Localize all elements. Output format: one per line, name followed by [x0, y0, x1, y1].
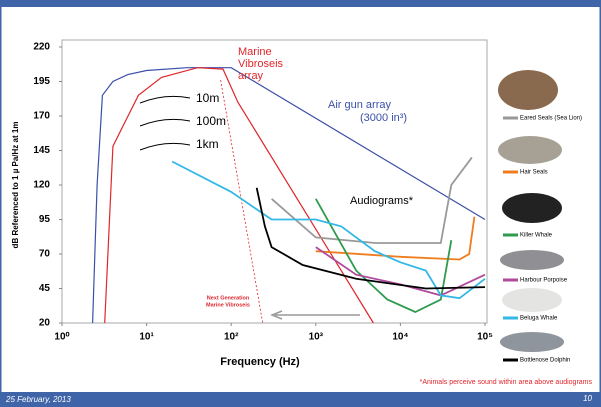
- audiogram-line: [171, 160, 486, 300]
- annotation: Air gun array: [328, 99, 391, 111]
- audiogram-line: [255, 187, 486, 290]
- bottom-bar: [0, 392, 601, 407]
- legend-label: Harbour Porpoise: [520, 278, 568, 284]
- arrow: [269, 310, 360, 320]
- y-tick-label: 170: [33, 111, 50, 122]
- legend-label: Beluga Whale: [520, 316, 558, 322]
- x-tick-label: 10⁴: [392, 332, 408, 343]
- legend-label: Killer Whale: [520, 233, 553, 239]
- annotation: Vibroseis: [238, 58, 284, 70]
- annotation: Marine: [238, 46, 272, 58]
- annotation: Marine Vibroseis: [206, 302, 250, 308]
- x-tick-label: 10⁰: [54, 332, 69, 343]
- audiogram-line: [315, 216, 476, 261]
- annotation: Audiograms*: [350, 195, 414, 207]
- top-bar: [0, 0, 601, 7]
- footnote: *Animals perceive sound within area abov…: [420, 379, 593, 386]
- y-tick-label: 195: [33, 76, 50, 87]
- source-line: [220, 80, 264, 324]
- audiogram-line: [271, 156, 473, 244]
- legend-label: Hair Seals: [520, 170, 548, 176]
- source-line: [92, 67, 486, 324]
- distance-arcs: [139, 95, 191, 151]
- annotation: Next Generation: [207, 295, 250, 301]
- audiogram-line: [315, 198, 453, 313]
- x-tick-label: 10³: [309, 332, 324, 343]
- x-tick-label: 10²: [224, 332, 239, 343]
- y-tick-label: 45: [39, 283, 51, 294]
- y-tick-label: 95: [39, 214, 51, 225]
- x-tick-label: 10⁵: [477, 332, 493, 343]
- y-tick-label: 120: [33, 180, 50, 191]
- annotation: array: [238, 70, 264, 82]
- y-tick-label: 70: [39, 249, 51, 260]
- source-line: [104, 67, 374, 324]
- y-tick-label: 145: [33, 145, 50, 156]
- footer-date: 25 February, 2013: [5, 395, 71, 404]
- annotation: 10m: [196, 91, 219, 105]
- legend-label: Eared Seals (Sea Lion): [520, 116, 582, 122]
- y-tick-label: 20: [39, 318, 51, 329]
- x-axis-label: Frequency (Hz): [220, 356, 300, 368]
- y-tick-label: 220: [33, 42, 50, 53]
- y-axis-label: dB Referenced to 1 µ Pa/Hz at 1m: [11, 122, 20, 249]
- annotation: 100m: [196, 114, 226, 128]
- annotation: 1km: [196, 137, 219, 151]
- plot-frame: [61, 39, 488, 324]
- x-tick-label: 10¹: [139, 332, 154, 343]
- legend-label: Bottlenose Dolphin: [520, 358, 570, 364]
- annotation: (3000 in³): [360, 112, 407, 124]
- animal-images: [498, 70, 564, 352]
- page-number: 10: [583, 394, 592, 403]
